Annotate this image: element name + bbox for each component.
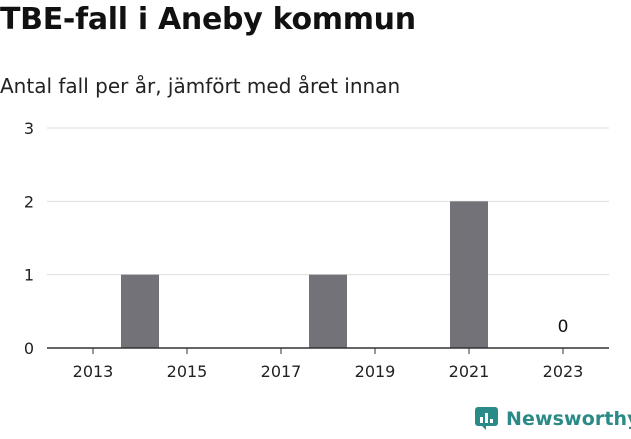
newsworthy-logo-icon xyxy=(475,407,498,430)
data-label: 0 xyxy=(558,317,569,337)
y-tick-label: 1 xyxy=(24,266,34,285)
newsworthy-logo: Newsworthy xyxy=(475,407,631,430)
bar-2021 xyxy=(450,201,488,348)
x-tick-label: 2019 xyxy=(355,362,396,381)
x-tick-label: 2013 xyxy=(73,362,114,381)
chart-title: TBE-fall i Aneby kommun xyxy=(0,2,416,37)
chart-subtitle: Antal fall per år, jämfört med året inna… xyxy=(0,74,401,98)
bar-2014 xyxy=(121,274,159,348)
bar-2018 xyxy=(309,274,347,348)
x-tick-label: 2021 xyxy=(449,362,490,381)
x-tick-label: 2023 xyxy=(543,362,584,381)
y-tick-label: 0 xyxy=(24,339,34,358)
bar-chart: 0 1 2 3 2013 2015 2017 2019 2021 2023 0 xyxy=(24,119,609,381)
x-tick-label: 2015 xyxy=(167,362,208,381)
x-tick-label: 2017 xyxy=(261,362,302,381)
y-tick-label: 3 xyxy=(24,119,34,138)
brand-name: Newsworthy xyxy=(506,407,631,430)
y-tick-label: 2 xyxy=(24,192,34,211)
